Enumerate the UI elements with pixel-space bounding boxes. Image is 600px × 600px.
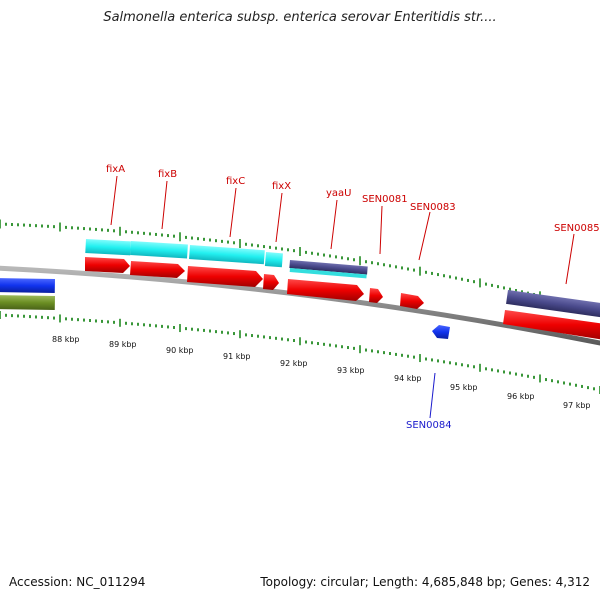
scale-label: 92 kbp [280,359,308,368]
cds-SEN0081[interactable] [369,288,383,303]
cog-bar-fixB[interactable] [130,240,188,259]
scale-label: 90 kbp [166,346,194,355]
cds-yaaU[interactable] [287,279,364,301]
scale-labels: 88 kbp 89 kbp 90 kbp 91 kbp 92 kbp 93 kb… [52,335,591,410]
cds-fixA[interactable] [85,257,130,273]
gene-label-fixC[interactable]: fixC [226,176,245,187]
outer-tick-ring [0,219,600,315]
scale-label: 93 kbp [337,366,365,375]
cog-bar-fixA[interactable] [85,239,131,256]
cds-fixX[interactable] [263,274,279,290]
cog-track [0,239,600,318]
scale-label: 95 kbp [450,383,478,392]
cds-fixB[interactable] [130,261,185,278]
cog-bar-SEN0085[interactable] [506,290,600,318]
gene-label-SEN0083[interactable]: SEN0083 [410,202,456,213]
cds-SEN0083[interactable] [400,293,424,309]
label-leaders [110,175,575,419]
gene-label-SEN0084[interactable]: SEN0084 [406,420,452,431]
cog-bar-left-green[interactable] [0,294,55,311]
accession-text: Accession: NC_011294 [9,575,146,589]
scale-label: 94 kbp [394,374,422,383]
cds-SEN0084[interactable] [432,325,450,339]
gene-label-SEN0085[interactable]: SEN0085 [554,223,600,234]
map-title: Salmonella enterica subsp. enterica sero… [103,10,497,25]
scale-label: 96 kbp [507,392,535,401]
scale-label: 88 kbp [52,335,80,344]
cog-bar-fixX[interactable] [264,252,283,268]
cog-bar-yaaU-cyan[interactable] [289,268,367,279]
gene-label-yaaU[interactable]: yaaU [326,188,352,199]
gene-label-fixA[interactable]: fixA [106,164,125,175]
cog-bar-yaaU-purple[interactable] [289,259,368,275]
scale-label: 91 kbp [223,352,251,361]
scale-label: 89 kbp [109,340,137,349]
genome-backbone [0,265,600,346]
inner-tick-ring [0,311,600,394]
gene-labels: fixA fixB fixC fixX yaaU SEN0081 SEN0083… [106,164,600,431]
gene-label-fixX[interactable]: fixX [272,181,291,192]
cds-fixC[interactable] [187,266,263,287]
cog-bar-left-blue[interactable] [0,277,55,294]
genome-stats-text: Topology: circular; Length: 4,685,848 bp… [260,575,590,589]
gene-label-fixB[interactable]: fixB [158,169,177,180]
gene-label-SEN0081[interactable]: SEN0081 [362,194,408,205]
cds-SEN0085[interactable] [503,310,600,340]
cds-track [85,257,600,340]
scale-label: 97 kbp [563,401,591,410]
cog-bar-fixC[interactable] [189,245,265,265]
